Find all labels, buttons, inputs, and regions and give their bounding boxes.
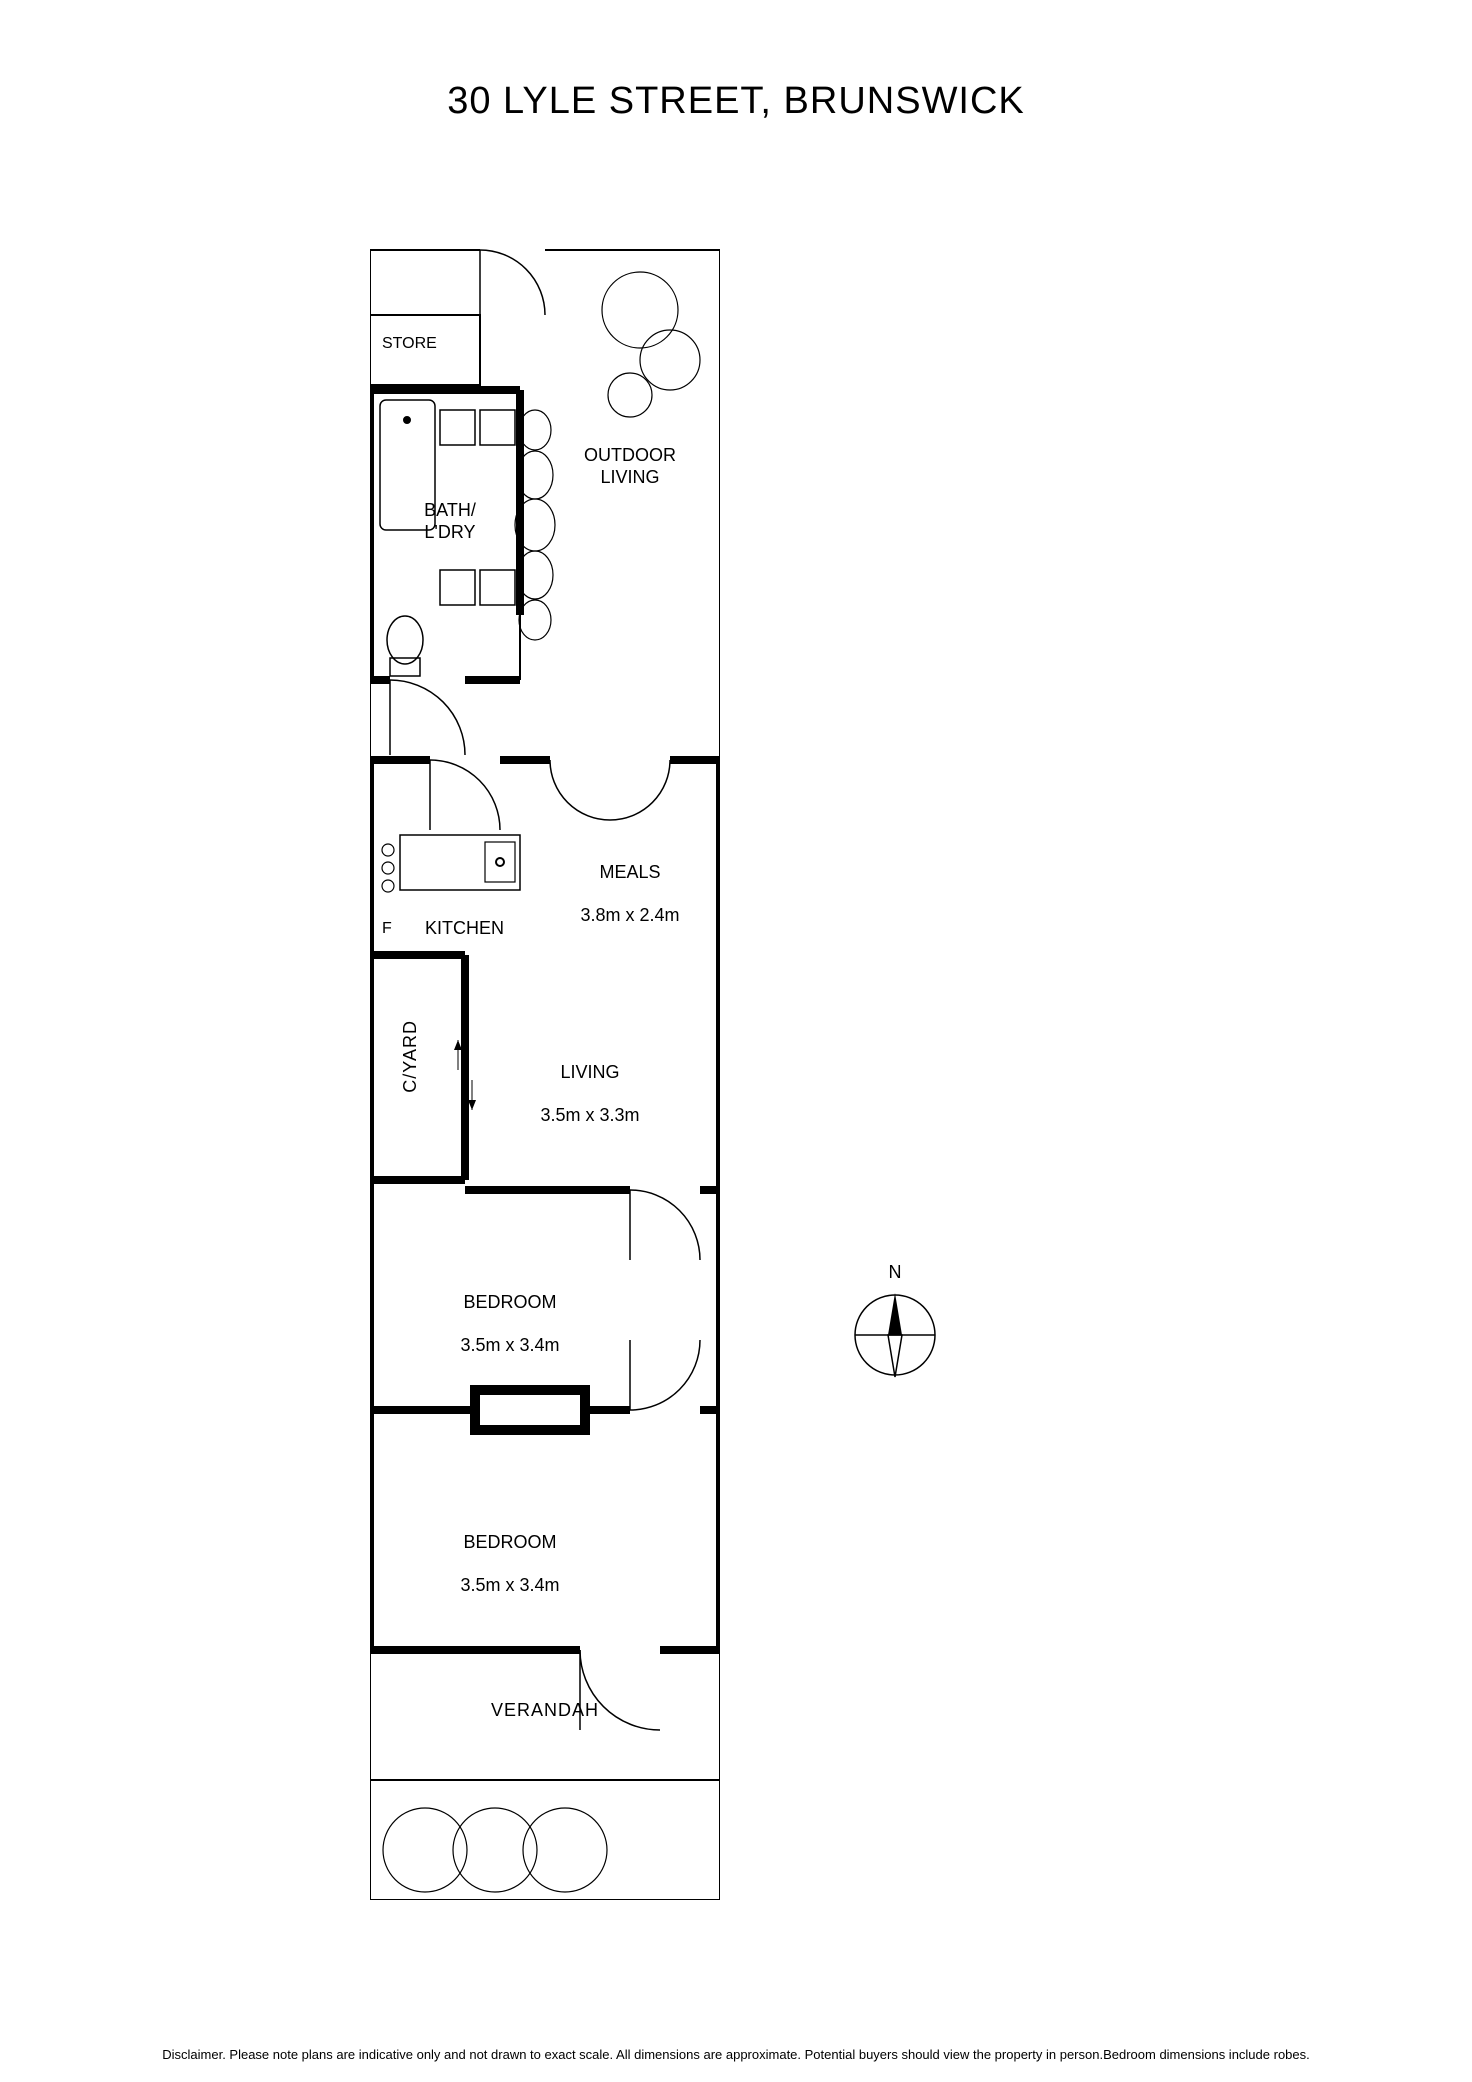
- label-meals: MEALS 3.8m x 2.4m: [550, 840, 710, 926]
- label-bed1-name: BEDROOM: [463, 1292, 556, 1312]
- label-bath-ldry: BATH/ L'DRY: [395, 500, 505, 543]
- label-meals-name: MEALS: [599, 862, 660, 882]
- label-kitchen: KITCHEN: [425, 918, 504, 940]
- compass: N: [850, 1290, 940, 1380]
- label-cyard: C/YARD: [400, 1020, 421, 1093]
- page-title: 30 LYLE STREET, BRUNSWICK: [0, 80, 1472, 123]
- label-bed2-dim: 3.5m x 3.4m: [460, 1575, 559, 1595]
- disclaimer-text: Disclaimer. Please note plans are indica…: [0, 2047, 1472, 2062]
- compass-icon: [850, 1290, 940, 1380]
- label-f-marker: F: [382, 920, 392, 938]
- label-outdoor-living: OUTDOOR LIVING: [555, 445, 705, 488]
- floor-plan: STORE OUTDOOR LIVING BATH/ L'DRY MEALS 3…: [370, 220, 720, 1900]
- label-verandah: VERANDAH: [370, 1700, 720, 1722]
- label-living: LIVING 3.5m x 3.3m: [490, 1040, 690, 1126]
- label-bed1-dim: 3.5m x 3.4m: [460, 1335, 559, 1355]
- label-bed2-name: BEDROOM: [463, 1532, 556, 1552]
- label-store: STORE: [382, 335, 437, 353]
- label-meals-dim: 3.8m x 2.4m: [580, 905, 679, 925]
- label-living-name: LIVING: [560, 1062, 619, 1082]
- label-bedroom-2: BEDROOM 3.5m x 3.4m: [410, 1510, 610, 1596]
- label-bedroom-1: BEDROOM 3.5m x 3.4m: [410, 1270, 610, 1356]
- compass-north-label: N: [889, 1262, 902, 1283]
- label-living-dim: 3.5m x 3.3m: [540, 1105, 639, 1125]
